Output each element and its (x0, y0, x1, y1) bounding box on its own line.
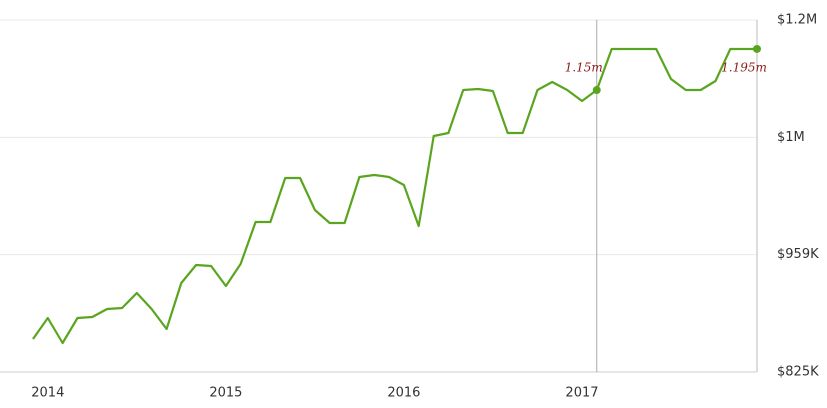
x-tick-label: 2016 (387, 386, 420, 401)
x-tick-label: 2015 (209, 386, 242, 401)
x-tick-label: 2017 (565, 386, 598, 401)
x-tick-label: 2014 (31, 386, 64, 401)
y-tick-label: $1M (777, 130, 805, 145)
point-marker (753, 44, 761, 53)
annotation: 1.195m (721, 61, 767, 75)
y-tick-label: $959K (777, 247, 819, 262)
line (32, 47, 757, 345)
annotation: 1.15m (565, 61, 603, 75)
point-marker (592, 86, 601, 95)
y-tick-label: $825K (777, 365, 819, 380)
y-tick-label: $1.2M (777, 13, 817, 28)
